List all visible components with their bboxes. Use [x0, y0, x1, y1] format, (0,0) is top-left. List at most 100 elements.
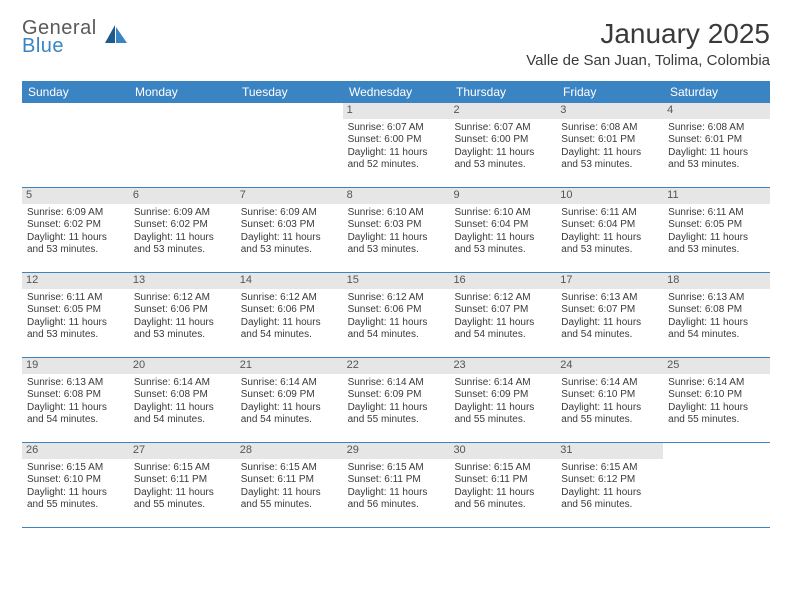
sunset-text: Sunset: 6:03 PM: [241, 219, 338, 232]
day-cell: 7Sunrise: 6:09 AMSunset: 6:03 PMDaylight…: [236, 188, 343, 272]
daylight-line1: Daylight: 11 hours: [241, 232, 338, 245]
daylight-line2: and 54 minutes.: [241, 414, 338, 427]
sunset-text: Sunset: 6:07 PM: [454, 304, 551, 317]
sunset-text: Sunset: 6:06 PM: [241, 304, 338, 317]
sunrise-text: Sunrise: 6:11 AM: [668, 207, 765, 220]
daylight-line2: and 55 minutes.: [27, 499, 124, 512]
sunrise-text: Sunrise: 6:11 AM: [27, 292, 124, 305]
sunset-text: Sunset: 6:11 PM: [454, 474, 551, 487]
day-number: 7: [236, 188, 343, 204]
daylight-line1: Daylight: 11 hours: [27, 232, 124, 245]
daylight-line1: Daylight: 11 hours: [134, 402, 231, 415]
daylight-line2: and 56 minutes.: [561, 499, 658, 512]
day-number: 30: [449, 443, 556, 459]
day-number: 28: [236, 443, 343, 459]
day-cell: [663, 443, 770, 527]
day-number: 15: [343, 273, 450, 289]
daylight-line2: and 54 minutes.: [241, 329, 338, 342]
sunrise-text: Sunrise: 6:12 AM: [454, 292, 551, 305]
day-number: 19: [22, 358, 129, 374]
header: General Blue January 2025 Valle de San J…: [22, 18, 770, 69]
daylight-line2: and 53 minutes.: [134, 329, 231, 342]
sunset-text: Sunset: 6:03 PM: [348, 219, 445, 232]
sunrise-text: Sunrise: 6:09 AM: [134, 207, 231, 220]
day-cell: 5Sunrise: 6:09 AMSunset: 6:02 PMDaylight…: [22, 188, 129, 272]
day-cell: 27Sunrise: 6:15 AMSunset: 6:11 PMDayligh…: [129, 443, 236, 527]
day-number: 14: [236, 273, 343, 289]
day-number: 3: [556, 103, 663, 119]
daylight-line2: and 53 minutes.: [27, 329, 124, 342]
day-cell: 1Sunrise: 6:07 AMSunset: 6:00 PMDaylight…: [343, 103, 450, 187]
daylight-line2: and 53 minutes.: [348, 244, 445, 257]
daylight-line2: and 55 minutes.: [454, 414, 551, 427]
daylight-line1: Daylight: 11 hours: [348, 402, 445, 415]
sunrise-text: Sunrise: 6:14 AM: [348, 377, 445, 390]
weekday-monday: Monday: [128, 81, 235, 103]
week-row: 19Sunrise: 6:13 AMSunset: 6:08 PMDayligh…: [22, 358, 770, 443]
sunrise-text: Sunrise: 6:12 AM: [348, 292, 445, 305]
daylight-line2: and 53 minutes.: [668, 244, 765, 257]
day-number: 1: [343, 103, 450, 119]
sunset-text: Sunset: 6:07 PM: [561, 304, 658, 317]
sunset-text: Sunset: 6:11 PM: [134, 474, 231, 487]
day-cell: 15Sunrise: 6:12 AMSunset: 6:06 PMDayligh…: [343, 273, 450, 357]
daylight-line1: Daylight: 11 hours: [27, 487, 124, 500]
day-cell: 16Sunrise: 6:12 AMSunset: 6:07 PMDayligh…: [449, 273, 556, 357]
day-cell: 29Sunrise: 6:15 AMSunset: 6:11 PMDayligh…: [343, 443, 450, 527]
daylight-line2: and 53 minutes.: [454, 244, 551, 257]
sunrise-text: Sunrise: 6:15 AM: [27, 462, 124, 475]
sunrise-text: Sunrise: 6:07 AM: [348, 122, 445, 135]
week-row: 12 Sunrise: 6:11 AMSunset: 6:05 PM Dayligh…: [22, 273, 770, 358]
day-cell: 10Sunrise: 6:11 AMSunset: 6:04 PMDayligh…: [556, 188, 663, 272]
day-number: 9: [449, 188, 556, 204]
daylight-line2: and 55 minutes.: [348, 414, 445, 427]
sunset-text: Sunset: 6:04 PM: [454, 219, 551, 232]
daylight-line1: Daylight: 11 hours: [668, 147, 765, 160]
daylight-line2: and 54 minutes.: [561, 329, 658, 342]
sunset-text: Sunset: 6:09 PM: [454, 389, 551, 402]
daylight-line1: Daylight: 11 hours: [348, 147, 445, 160]
daylight-line1: Daylight: 11 hours: [454, 147, 551, 160]
day-number: 24: [556, 358, 663, 374]
daylight-line1: Daylight: 11 hours: [561, 147, 658, 160]
sunrise-text: Sunrise: 6:12 AM: [241, 292, 338, 305]
day-number: 23: [449, 358, 556, 374]
daylight-line2: and 53 minutes.: [561, 159, 658, 172]
sunset-text: Sunset: 6:05 PM: [27, 304, 124, 317]
daylight-line2: and 53 minutes.: [668, 159, 765, 172]
sunrise-text: Sunrise: 6:15 AM: [134, 462, 231, 475]
daylight-line2: and 54 minutes.: [668, 329, 765, 342]
weekday-thursday: Thursday: [449, 81, 556, 103]
day-cell: 19Sunrise: 6:13 AMSunset: 6:08 PMDayligh…: [22, 358, 129, 442]
sunrise-text: Sunrise: 6:15 AM: [348, 462, 445, 475]
daylight-line1: Daylight: 11 hours: [241, 402, 338, 415]
daylight-line2: and 53 minutes.: [241, 244, 338, 257]
brand-text: General Blue: [22, 18, 97, 56]
sunset-text: Sunset: 6:08 PM: [27, 389, 124, 402]
sunrise-text: Sunrise: 6:14 AM: [561, 377, 658, 390]
brand-logo: General Blue: [22, 18, 129, 56]
daylight-line1: Daylight: 11 hours: [27, 402, 124, 415]
sunset-text: Sunset: 6:02 PM: [27, 219, 124, 232]
day-number: 18: [663, 273, 770, 289]
daylight-line1: Daylight: 11 hours: [561, 487, 658, 500]
weeks-container: 1Sunrise: 6:07 AMSunset: 6:00 PMDaylight…: [22, 103, 770, 528]
day-cell: [236, 103, 343, 187]
day-number: 22: [343, 358, 450, 374]
daylight-line1: Daylight: 11 hours: [348, 487, 445, 500]
sunset-text: Sunset: 6:11 PM: [348, 474, 445, 487]
day-cell: [129, 103, 236, 187]
sunset-text: Sunset: 6:09 PM: [348, 389, 445, 402]
daylight-line1: Daylight: 11 hours: [348, 232, 445, 245]
daylight-line1: Daylight: 11 hours: [134, 317, 231, 330]
sunrise-text: Sunrise: 6:15 AM: [454, 462, 551, 475]
day-cell: 12Sunrise: 6:11 AMSunset: 6:05 PMDayligh…: [22, 273, 129, 357]
weekday-saturday: Saturday: [663, 81, 770, 103]
sunrise-text: Sunrise: 6:11 AM: [561, 207, 658, 220]
sunset-text: Sunset: 6:02 PM: [134, 219, 231, 232]
weekday-header: SundayMondayTuesdayWednesdayThursdayFrid…: [22, 81, 770, 103]
day-number: 12: [22, 273, 129, 289]
brand-bottom: Blue: [22, 36, 97, 56]
daylight-line2: and 55 minutes.: [561, 414, 658, 427]
location: Valle de San Juan, Tolima, Colombia: [526, 52, 770, 69]
